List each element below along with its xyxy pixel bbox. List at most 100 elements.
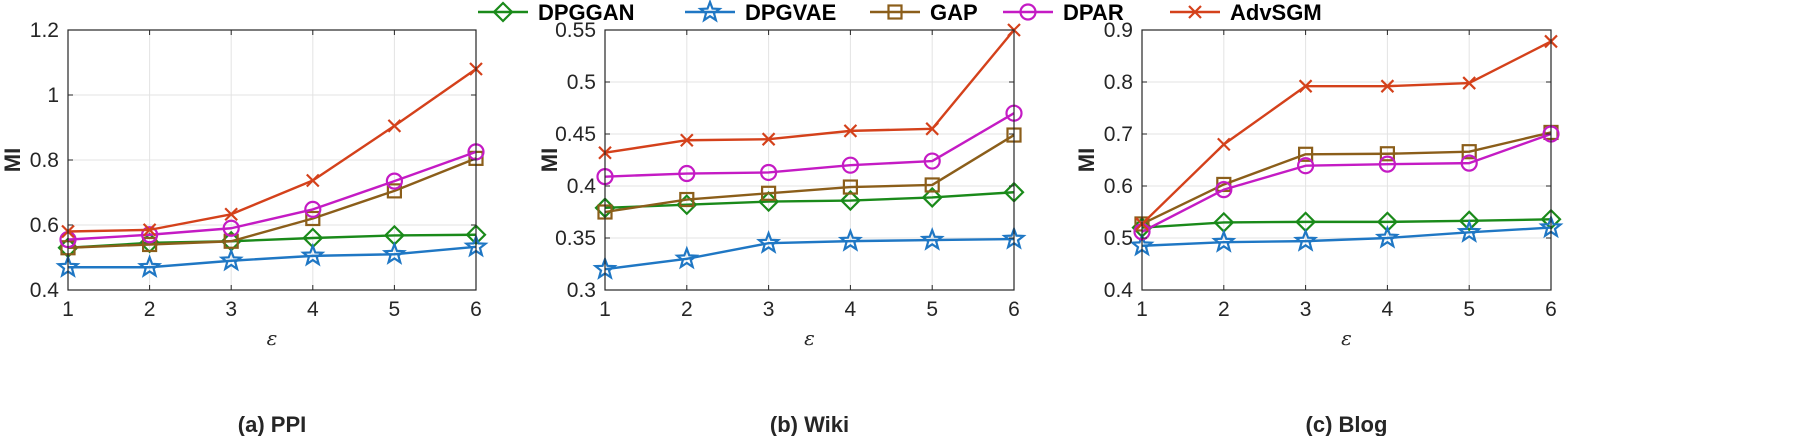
- data-point-advsgm: [387, 119, 402, 133]
- data-point-gap: [305, 210, 321, 227]
- y-tick-label: 0.3: [567, 279, 596, 302]
- series-line-dpggan: [1141, 218, 1552, 229]
- data-point-gap: [1297, 146, 1314, 162]
- y-axis-label: MI: [0, 148, 25, 172]
- legend-label: DPGVAE: [745, 0, 836, 25]
- circle-icon: [1019, 3, 1037, 21]
- x-tick-label: 1: [1136, 298, 1148, 321]
- legend: DPGGAN DPGVAE GAP DPAR AdvSGM: [478, 0, 1322, 25]
- data-point-dpar: [304, 200, 322, 218]
- data-point-advsgm: [680, 133, 694, 148]
- x-tick-label: 2: [681, 298, 693, 321]
- x-tick-label: 2: [144, 298, 156, 321]
- data-point-dpar: [841, 156, 860, 174]
- y-tick-label: 0.8: [1104, 71, 1133, 94]
- data-point-dpar: [678, 164, 696, 183]
- series-dpar: [59, 143, 485, 249]
- y-tick-label: 0.9: [1104, 19, 1133, 42]
- data-point-dpgvae: [218, 247, 244, 272]
- data-point-dpar: [141, 226, 159, 244]
- series-line-dpar: [1141, 132, 1552, 233]
- series-line-dpar: [67, 150, 477, 241]
- x-tick-label: 3: [763, 298, 775, 321]
- series-line-dpgvae: [604, 237, 1015, 271]
- data-point-advsgm: [1380, 79, 1395, 93]
- data-point-dpgvae: [1374, 224, 1400, 249]
- x-tick-label: 1: [62, 298, 74, 321]
- data-point-gap: [842, 179, 859, 195]
- series-line-dpar: [604, 112, 1015, 178]
- data-point-advsgm: [224, 207, 238, 222]
- star-icon: [697, 0, 723, 23]
- series-line-dpgvae: [68, 245, 477, 269]
- x-tick-label: 6: [1545, 298, 1557, 321]
- data-point-dpgvae: [674, 245, 700, 270]
- plot-area: [605, 30, 1014, 290]
- series-advsgm: [598, 23, 1021, 160]
- legend-item-advsgm: AdvSGM: [1170, 0, 1322, 25]
- legend-label: AdvSGM: [1230, 0, 1322, 25]
- legend-label: DPAR: [1063, 0, 1124, 25]
- data-point-dpgvae: [381, 241, 407, 265]
- x-tick-label: 3: [1300, 298, 1312, 321]
- panel-caption: (b) Wiki: [770, 412, 849, 436]
- series-line-dpggan: [67, 233, 477, 249]
- data-point-advsgm: [843, 124, 858, 138]
- x-tick-label: 3: [225, 298, 237, 321]
- data-point-gap: [386, 183, 402, 199]
- data-point-dpgvae: [300, 242, 326, 267]
- chart-panels: 1 2 3 4 5 6 0.4 0.6 0.8 1 1.2 MI ε (a) PPI 1 2 3 4 5 6 0.3 0.…: [0, 19, 1564, 436]
- data-point-dpar: [759, 163, 778, 182]
- series-line-dpggan: [604, 191, 1015, 210]
- series-line-advsgm: [604, 29, 1015, 154]
- data-point-dpar: [1378, 155, 1397, 173]
- diamond-icon: [492, 1, 514, 23]
- y-tick-label: 0.5: [1104, 227, 1133, 250]
- x-tick-label: 4: [307, 298, 319, 321]
- y-tick-label: 0.45: [555, 123, 596, 146]
- y-axis-label: MI: [1074, 148, 1099, 172]
- data-point-advsgm: [306, 173, 320, 188]
- legend-label: DPGGAN: [538, 0, 635, 25]
- legend-item-gap: GAP: [870, 0, 978, 25]
- series-line-advsgm: [1141, 40, 1552, 225]
- data-point-dpar: [222, 219, 240, 237]
- x-tick-label: 4: [1382, 298, 1394, 321]
- x-tick-label: 6: [1008, 298, 1020, 321]
- panel-caption: (a) PPI: [238, 412, 306, 436]
- y-tick-label: 0.4: [567, 175, 597, 198]
- data-point-gap: [924, 177, 940, 193]
- x-axis-label: ε: [1341, 326, 1352, 350]
- data-point-advsgm: [761, 132, 776, 146]
- series-line-dpgvae: [1141, 226, 1552, 247]
- data-point-advsgm: [142, 223, 157, 237]
- x-tick-label: 5: [1463, 298, 1475, 321]
- series-advsgm: [1135, 34, 1558, 231]
- cross-icon: [1188, 5, 1202, 19]
- legend-item-dpggan: DPGGAN: [478, 0, 635, 25]
- data-point-dpar: [1296, 157, 1315, 175]
- x-tick-label: 5: [926, 298, 938, 321]
- chart-panel-2: 1 2 3 4 5 6 0.3 0.35 0.4 0.45 0.5 0.55 MI ε (b) Wiki: [537, 19, 1027, 436]
- data-point-gap: [1461, 144, 1477, 160]
- data-point-gap: [760, 185, 777, 201]
- y-tick-label: 0.4: [1104, 279, 1134, 302]
- y-tick-label: 0.55: [555, 19, 596, 42]
- axes-box: [1141, 29, 1552, 291]
- data-point-dpgvae: [1456, 219, 1482, 243]
- data-point-dpar: [923, 152, 941, 170]
- series-line-gap: [1141, 131, 1552, 226]
- x-tick-label: 6: [470, 298, 482, 321]
- y-tick-label: 0.8: [30, 149, 59, 172]
- data-point-dpar: [385, 172, 403, 190]
- data-point-advsgm: [925, 122, 939, 136]
- data-point-dpgvae: [1211, 229, 1237, 253]
- data-point-dpar: [1460, 154, 1478, 172]
- plot-area: [1142, 30, 1551, 290]
- axes-box: [604, 29, 1015, 291]
- y-tick-label: 0.35: [555, 227, 596, 250]
- x-tick-label: 4: [845, 298, 857, 321]
- series-dpgvae: [1129, 214, 1564, 257]
- chart-panel-1: 1 2 3 4 5 6 0.4 0.6 0.8 1 1.2 MI ε (a) PPI: [0, 19, 489, 436]
